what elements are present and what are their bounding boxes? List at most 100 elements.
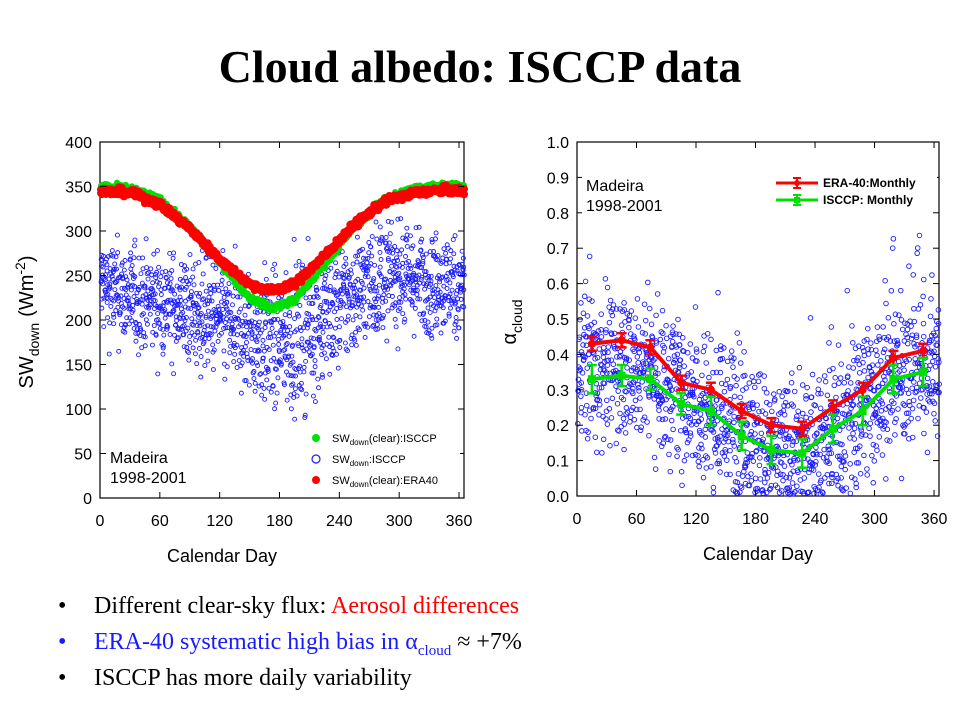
scatter-point — [151, 323, 157, 328]
scatter-point — [178, 284, 184, 290]
scatter-point — [165, 297, 171, 303]
scatter-point — [679, 334, 686, 341]
scatter-point — [864, 466, 870, 472]
scatter-point — [271, 355, 277, 361]
scatter-point — [815, 386, 821, 393]
scatter-point — [272, 261, 278, 267]
scatter-point — [256, 348, 262, 354]
y-tick-label: 0.5 — [547, 312, 569, 329]
scatter-point — [342, 340, 348, 346]
scatter-point — [360, 246, 366, 252]
scatter-point — [411, 270, 417, 276]
scatter-point — [657, 336, 664, 343]
scatter-point — [359, 280, 365, 286]
scatter-point — [627, 419, 633, 425]
scatter-point — [254, 339, 260, 345]
scatter-point — [380, 315, 386, 321]
scatter-point — [898, 475, 905, 482]
scatter-point — [446, 298, 452, 304]
scatter-point — [168, 276, 174, 281]
scatter-point — [909, 405, 916, 412]
scatter-point — [734, 330, 741, 336]
scatter-point — [635, 360, 641, 366]
scatter-point — [281, 347, 287, 353]
scatter-point — [232, 243, 238, 249]
scatter-point — [285, 328, 291, 334]
scatter-point — [171, 371, 177, 377]
scatter-point — [838, 361, 844, 367]
scatter-point — [888, 287, 895, 294]
scatter-point — [842, 466, 848, 473]
scatter-point — [181, 323, 187, 329]
scatter-point — [822, 378, 829, 385]
scatter-point — [865, 351, 872, 357]
scatter-point — [191, 332, 197, 338]
scatter-point — [600, 436, 607, 443]
scatter-point — [230, 302, 235, 308]
scatter-point — [100, 264, 106, 270]
scatter-point — [683, 452, 690, 458]
scatter-point — [151, 251, 157, 257]
scatter-point — [416, 280, 422, 286]
scatter-point — [121, 305, 127, 311]
scatter-point — [905, 390, 912, 397]
scatter-point — [746, 380, 753, 386]
scatter-point — [921, 430, 927, 437]
y-tick-label: 0.2 — [547, 418, 569, 435]
scatter-point — [434, 322, 440, 328]
scatter-point — [149, 292, 155, 298]
scatter-point — [754, 402, 760, 408]
scatter-point — [883, 476, 889, 482]
scatter-point — [584, 402, 590, 409]
scatter-point — [361, 294, 367, 300]
scatter-point — [372, 262, 378, 268]
scatter-point — [218, 282, 224, 288]
scatter-point — [150, 287, 156, 293]
scatter-point — [928, 296, 934, 302]
scatter-point — [628, 308, 635, 314]
scatter-point — [763, 390, 770, 396]
y-tick-label: 0.3 — [547, 383, 569, 400]
scatter-point — [436, 300, 442, 306]
scatter-point — [452, 233, 458, 239]
scatter-point — [890, 235, 897, 242]
scatter-point — [450, 272, 456, 278]
scatter-point — [920, 320, 927, 327]
scatter-point — [205, 323, 211, 329]
scatter-point — [163, 274, 169, 280]
scatter-point — [621, 300, 627, 306]
scatter-point — [429, 325, 435, 331]
y-axis-label: αcloud — [499, 299, 525, 344]
scatter-point — [117, 310, 123, 316]
scatter-point — [161, 332, 167, 338]
scatter-point — [318, 324, 324, 330]
scatter-point — [227, 350, 233, 356]
scatter-point — [446, 313, 452, 319]
scatter-point — [880, 324, 886, 330]
scatter-point — [681, 363, 687, 369]
scatter-point — [270, 342, 276, 348]
scatter-point — [626, 324, 632, 331]
scatter-point — [101, 324, 107, 330]
scatter-point — [207, 285, 213, 291]
scatter-point — [611, 330, 618, 337]
scatter-point — [234, 332, 240, 338]
scatter-point — [448, 248, 454, 254]
scatter-point — [341, 301, 347, 307]
scatter-point — [189, 316, 195, 322]
scatter-point — [868, 346, 875, 353]
scatter-point — [230, 293, 236, 299]
scatter-point — [391, 269, 397, 275]
scatter-point — [850, 339, 856, 346]
scatter-point — [702, 434, 709, 440]
scatter-point — [816, 377, 822, 383]
scatter-point — [354, 234, 360, 240]
scatter-point — [394, 248, 400, 254]
scatter-point — [407, 233, 413, 239]
scatter-point — [427, 249, 433, 255]
scatter-point — [362, 274, 368, 280]
scatter-point — [289, 353, 295, 359]
scatter-point — [158, 292, 164, 297]
scatter-point — [795, 408, 801, 415]
scatter-point — [309, 314, 315, 320]
